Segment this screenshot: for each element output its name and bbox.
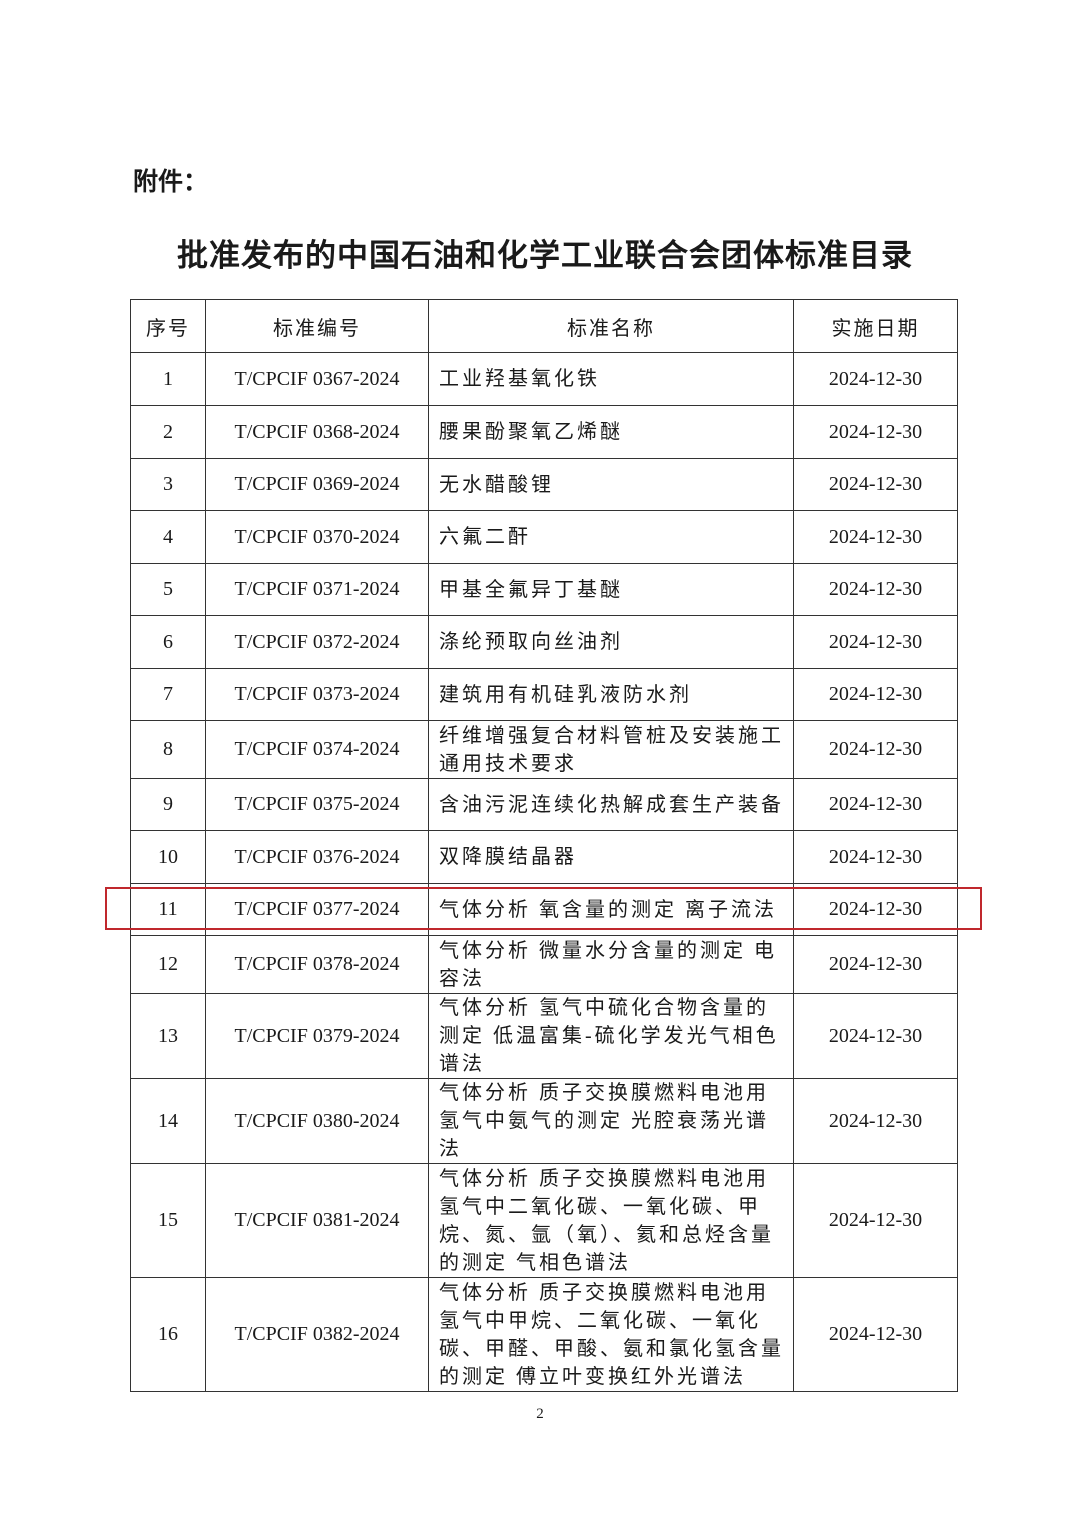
standard-code: T/CPCIF 0379-2024 (205, 993, 429, 1079)
table-row: 14 T/CPCIF 0380-2024 气体分析 质子交换膜燃料电池用氢气中氨气的… (130, 1078, 958, 1164)
row-number: 3 (130, 458, 206, 511)
effective-date: 2024-12-30 (793, 830, 958, 884)
header-date: 实施日期 (793, 299, 958, 353)
standard-name: 腰果酚聚氧乙烯醚 (428, 405, 794, 459)
row-number: 5 (130, 563, 206, 616)
standard-name: 建筑用有机硅乳液防水剂 (428, 668, 794, 721)
effective-date: 2024-12-30 (793, 458, 958, 511)
table-row: 2 T/CPCIF 0368-2024 腰果酚聚氧乙烯醚 2024-12-30 (130, 405, 958, 459)
row-number: 2 (130, 405, 206, 459)
effective-date: 2024-12-30 (793, 510, 958, 564)
standard-name: 涤纶预取向丝油剂 (428, 615, 794, 669)
row-number: 10 (130, 830, 206, 884)
table-row: 6 T/CPCIF 0372-2024 涤纶预取向丝油剂 2024-12-30 (130, 615, 958, 669)
table-row: 12 T/CPCIF 0378-2024 气体分析 微量水分含量的测定 电容法 202… (130, 935, 958, 994)
standard-name: 甲基全氟异丁基醚 (428, 563, 794, 616)
table-row: 15 T/CPCIF 0381-2024 气体分析 质子交换膜燃料电池用氢气中二氧化… (130, 1163, 958, 1278)
document-title: 批准发布的中国石油和化学工业联合会团体标准目录 (177, 238, 913, 273)
effective-date: 2024-12-30 (793, 668, 958, 721)
row-number: 11 (130, 883, 206, 936)
effective-date: 2024-12-30 (793, 405, 958, 459)
standards-table: 序号 标准编号 标准名称 实施日期 1 T/CPCIF 0367-2024 工业羟基… (130, 299, 958, 1392)
table-row: 13 T/CPCIF 0379-2024 气体分析 氢气中硫化合物含量的测定 低温富… (130, 993, 958, 1079)
standard-name: 气体分析 质子交换膜燃料电池用氢气中氨气的测定 光腔衰荡光谱法 (428, 1078, 794, 1164)
row-number: 13 (130, 993, 206, 1079)
row-number: 4 (130, 510, 206, 564)
standard-code: T/CPCIF 0380-2024 (205, 1078, 429, 1164)
standard-code: T/CPCIF 0378-2024 (205, 935, 429, 994)
row-number: 7 (130, 668, 206, 721)
effective-date: 2024-12-30 (793, 1163, 958, 1278)
header-name: 标准名称 (428, 299, 794, 353)
header-no: 序号 (130, 299, 206, 353)
row-number: 9 (130, 778, 206, 831)
effective-date: 2024-12-30 (793, 1277, 958, 1392)
standard-name: 纤维增强复合材料管桩及安装施工通用技术要求 (428, 720, 794, 779)
standard-code: T/CPCIF 0377-2024 (205, 883, 429, 936)
table-row: 4 T/CPCIF 0370-2024 六氟二酐 2024-12-30 (130, 510, 958, 564)
effective-date: 2024-12-30 (793, 615, 958, 669)
effective-date: 2024-12-30 (793, 720, 958, 779)
standard-name: 气体分析 质子交换膜燃料电池用氢气中二氧化碳、一氧化碳、甲烷、氮、氩（氧）、氦和… (428, 1163, 794, 1278)
table-header-row: 序号 标准编号 标准名称 实施日期 (130, 299, 958, 353)
row-number: 8 (130, 720, 206, 779)
standard-code: T/CPCIF 0367-2024 (205, 352, 429, 406)
standard-code: T/CPCIF 0370-2024 (205, 510, 429, 564)
standard-name: 含油污泥连续化热解成套生产装备 (428, 778, 794, 831)
highlight-box (105, 887, 982, 930)
standard-code: T/CPCIF 0371-2024 (205, 563, 429, 616)
standard-code: T/CPCIF 0372-2024 (205, 615, 429, 669)
row-number: 16 (130, 1277, 206, 1392)
row-number: 1 (130, 352, 206, 406)
table-row: 11 T/CPCIF 0377-2024 气体分析 氧含量的测定 离子流法 2024-… (130, 883, 958, 936)
standard-code: T/CPCIF 0368-2024 (205, 405, 429, 459)
table-row: 9 T/CPCIF 0375-2024 含油污泥连续化热解成套生产装备 2024-12… (130, 778, 958, 831)
header-code: 标准编号 (205, 299, 429, 353)
effective-date: 2024-12-30 (793, 778, 958, 831)
effective-date: 2024-12-30 (793, 935, 958, 994)
standard-code: T/CPCIF 0376-2024 (205, 830, 429, 884)
standard-code: T/CPCIF 0373-2024 (205, 668, 429, 721)
table-row: 10 T/CPCIF 0376-2024 双降膜结晶器 2024-12-30 (130, 830, 958, 884)
standard-code: T/CPCIF 0382-2024 (205, 1277, 429, 1392)
row-number: 14 (130, 1078, 206, 1164)
standard-code: T/CPCIF 0374-2024 (205, 720, 429, 779)
row-number: 6 (130, 615, 206, 669)
effective-date: 2024-12-30 (793, 883, 958, 936)
standard-code: T/CPCIF 0375-2024 (205, 778, 429, 831)
row-number: 12 (130, 935, 206, 994)
table-row: 16 T/CPCIF 0382-2024 气体分析 质子交换膜燃料电池用氢气中甲烷、… (130, 1277, 958, 1392)
standard-name: 工业羟基氧化铁 (428, 352, 794, 406)
table-row: 8 T/CPCIF 0374-2024 纤维增强复合材料管桩及安装施工通用技术要求 2… (130, 720, 958, 779)
standard-name: 气体分析 质子交换膜燃料电池用氢气中甲烷、二氧化碳、一氧化碳、甲醛、甲酸、氨和氯… (428, 1277, 794, 1392)
standard-code: T/CPCIF 0369-2024 (205, 458, 429, 511)
effective-date: 2024-12-30 (793, 352, 958, 406)
standard-name: 双降膜结晶器 (428, 830, 794, 884)
table-row: 1 T/CPCIF 0367-2024 工业羟基氧化铁 2024-12-30 (130, 352, 958, 406)
table-row: 5 T/CPCIF 0371-2024 甲基全氟异丁基醚 2024-12-30 (130, 563, 958, 616)
attachment-label: 附件： (133, 169, 209, 196)
standard-name: 无水醋酸锂 (428, 458, 794, 511)
standard-name: 六氟二酐 (428, 510, 794, 564)
effective-date: 2024-12-30 (793, 1078, 958, 1164)
standard-name: 气体分析 微量水分含量的测定 电容法 (428, 935, 794, 994)
table-row: 3 T/CPCIF 0369-2024 无水醋酸锂 2024-12-30 (130, 458, 958, 511)
page-number: 2 (536, 1406, 544, 1422)
effective-date: 2024-12-30 (793, 993, 958, 1079)
standard-name: 气体分析 氢气中硫化合物含量的测定 低温富集-硫化学发光气相色谱法 (428, 993, 794, 1079)
effective-date: 2024-12-30 (793, 563, 958, 616)
row-number: 15 (130, 1163, 206, 1278)
standard-code: T/CPCIF 0381-2024 (205, 1163, 429, 1278)
table-row: 7 T/CPCIF 0373-2024 建筑用有机硅乳液防水剂 2024-12-30 (130, 668, 958, 721)
